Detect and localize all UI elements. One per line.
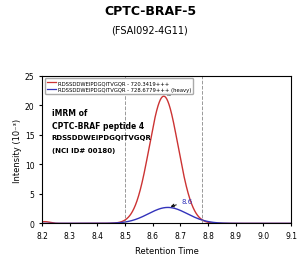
Text: 8.6: 8.6 xyxy=(172,199,193,207)
Y-axis label: Intensity (10⁻³): Intensity (10⁻³) xyxy=(13,118,22,182)
Text: iMRM of: iMRM of xyxy=(52,109,87,118)
Text: CPTC-BRAF peptide 4: CPTC-BRAF peptide 4 xyxy=(52,122,144,131)
Text: 8.6: 8.6 xyxy=(167,86,189,96)
Text: RDSSDDWEIPDGQITVGQR: RDSSDDWEIPDGQITVGQR xyxy=(52,135,152,140)
Legend: RDSSDDWEIPDGQITVGQR - 720.3419+++, RDSSDDWEIPDGQITVGQR - 728.6779+++ (heavy): RDSSDDWEIPDGQITVGQR - 720.3419+++, RDSSD… xyxy=(45,79,193,94)
Text: CPTC-BRAF-5: CPTC-BRAF-5 xyxy=(104,5,196,18)
X-axis label: Retention Time: Retention Time xyxy=(135,246,198,254)
Text: (NCI ID# 00180): (NCI ID# 00180) xyxy=(52,148,115,153)
Text: (FSAI092-4G11): (FSAI092-4G11) xyxy=(112,25,188,35)
